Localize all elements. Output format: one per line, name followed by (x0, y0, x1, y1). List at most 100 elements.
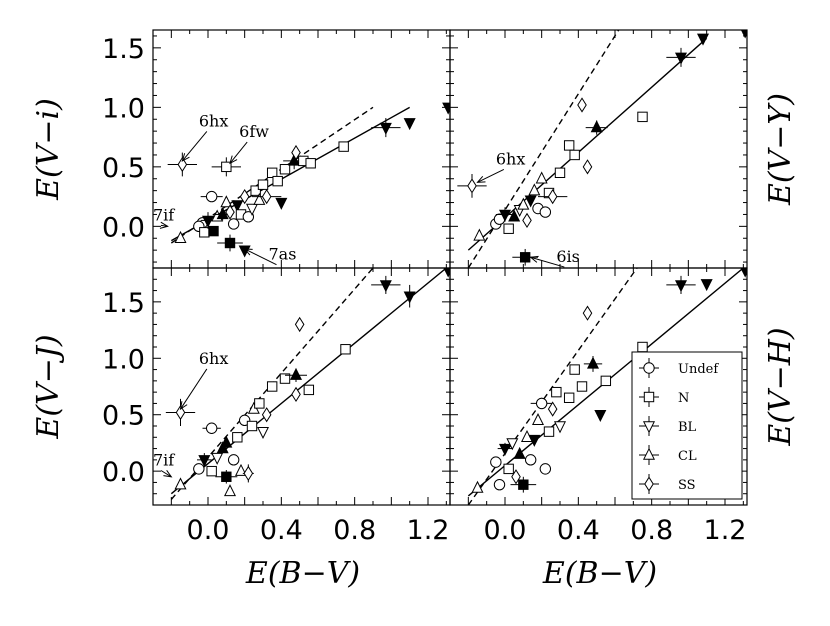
data-point (551, 386, 562, 398)
panel-V-J: 6hx 7if 0.0 0.4 0.8 1.2 0.0 0.5 1.0 1.5 E(V−J) (31, 267, 451, 546)
data-point (503, 223, 514, 234)
annotation-label: 7if (153, 205, 175, 224)
data-point (403, 291, 416, 304)
data-point (535, 397, 548, 410)
y-tick-label: 1.0 (102, 344, 145, 375)
data-point (498, 209, 512, 222)
x-tick-label: 0.4 (557, 515, 600, 546)
annotation-label: 6fw (239, 122, 269, 141)
data-point (379, 122, 392, 135)
data-point (205, 190, 218, 203)
data-point (288, 153, 301, 166)
data-point (467, 178, 477, 194)
data-point (506, 438, 519, 451)
data-point (553, 421, 567, 434)
data-point (379, 280, 392, 293)
legend-marker (642, 421, 656, 434)
x-axis-label-left: E(B−V) (245, 556, 360, 591)
annotation-label: 6hx (199, 349, 229, 368)
annotation-arrowhead (229, 155, 238, 165)
data-point (554, 167, 566, 179)
data-point (216, 207, 229, 220)
data-point (232, 432, 243, 443)
x-tick-label: 0.0 (484, 515, 527, 546)
y-tick-label: 1.5 (102, 288, 145, 319)
annotation-arrow (530, 256, 565, 268)
data-point (279, 373, 291, 384)
data-point (518, 479, 529, 490)
data-point (696, 33, 710, 46)
data-point (272, 175, 283, 187)
annotation-label: 7as (269, 245, 297, 264)
data-point (539, 206, 552, 218)
data-point (175, 404, 186, 421)
annotation-arrowhead (179, 401, 188, 411)
legend-marker (643, 362, 655, 374)
y-axis-label: E(V−i) (31, 98, 66, 201)
data-point (563, 140, 575, 151)
data-point (340, 344, 351, 355)
dashed-fit-line (467, 30, 620, 268)
y-axis-label: E(V−Y) (763, 93, 798, 206)
data-point (303, 384, 315, 396)
data-point (279, 164, 291, 175)
legend-label: Undef (678, 362, 719, 377)
annotation-arrowhead (181, 153, 190, 162)
data-point (498, 443, 512, 456)
data-point (291, 144, 301, 161)
data-point (227, 454, 240, 466)
data-point (582, 305, 593, 321)
data-point (275, 197, 288, 210)
panel-plot-area (457, 30, 747, 268)
annotation-label: 7if (153, 451, 175, 470)
x-tick-label: 0.8 (630, 515, 673, 546)
data-point (637, 111, 648, 123)
data-point (547, 401, 558, 417)
data-point (256, 426, 270, 439)
panel-frame (449, 29, 748, 269)
panel-V-Y: 6hx 6is E(V−Y) (449, 29, 798, 269)
data-point (563, 392, 575, 403)
legend: Undef N BL CL SS (631, 351, 743, 500)
data-point (266, 167, 278, 179)
solid-fit-line (170, 268, 447, 495)
data-point (700, 279, 713, 292)
panel-plot-area (167, 102, 450, 258)
x-tick-label: 1.2 (704, 515, 747, 546)
data-point (577, 97, 587, 113)
annotation-arrowhead (163, 470, 173, 478)
y-tick-label: 0.0 (102, 212, 145, 243)
data-point (294, 316, 305, 333)
data-point (239, 188, 250, 205)
data-point (569, 364, 580, 375)
data-point (305, 158, 316, 169)
data-point (254, 398, 265, 409)
legend-marker (642, 447, 656, 460)
data-point (243, 465, 254, 482)
annotation-arrowhead (243, 248, 253, 256)
data-point (291, 386, 301, 403)
annotation-arrow (477, 169, 505, 183)
annotation-arrow (229, 141, 248, 164)
data-point (740, 268, 747, 278)
data-point (637, 341, 648, 353)
data-point (513, 446, 526, 459)
data-point (221, 161, 232, 173)
data-point (547, 188, 558, 205)
x-tick-label: 0.0 (187, 515, 230, 546)
annotation-label: 6hx (199, 111, 229, 130)
data-point (403, 118, 416, 131)
data-point (594, 410, 607, 423)
data-point (231, 200, 244, 213)
y-axis-label: E(V−J) (31, 334, 66, 439)
annotation-arrow (160, 470, 172, 478)
y-axis-label: E(V−H) (763, 327, 798, 446)
data-point (227, 218, 240, 230)
dashed-fit-line (467, 268, 638, 505)
data-point (253, 192, 266, 205)
data-point (220, 195, 233, 208)
y-tick-label: 1.0 (102, 93, 145, 124)
data-point (524, 195, 537, 208)
data-point (257, 179, 269, 190)
data-point (511, 469, 521, 485)
